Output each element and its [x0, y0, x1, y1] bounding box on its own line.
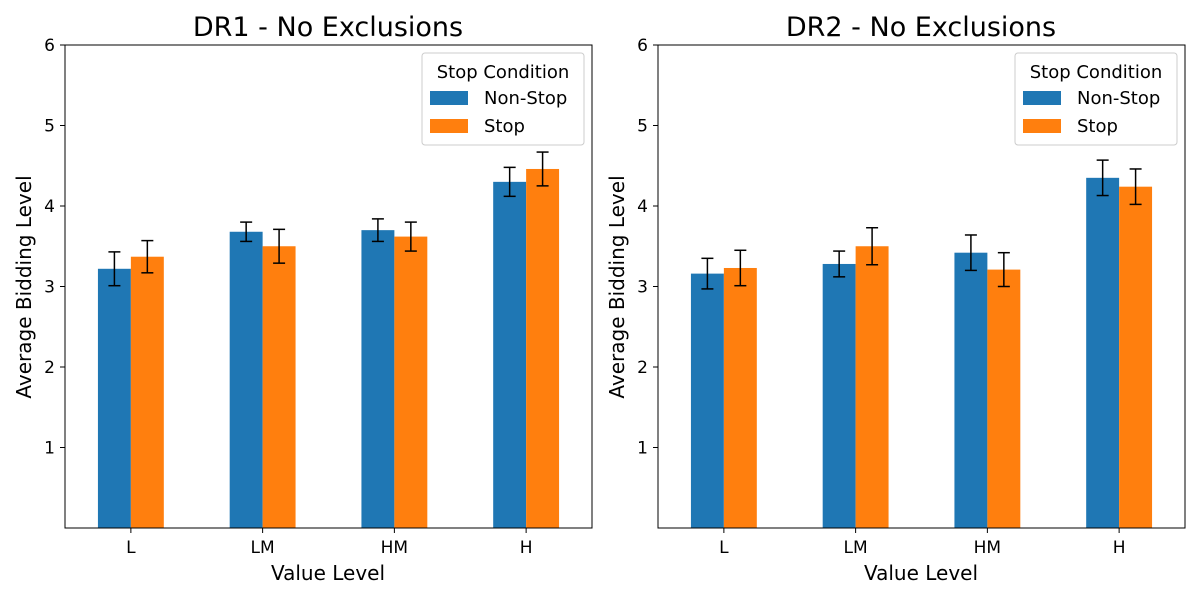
- x-axis-label: Value Level: [271, 561, 385, 585]
- y-tick-label: 1: [44, 439, 55, 459]
- y-tick-label: 2: [44, 358, 55, 378]
- y-tick-label: 4: [44, 197, 55, 217]
- bar-non-stop-h: [1086, 177, 1120, 528]
- y-tick-label: 3: [44, 278, 55, 298]
- y-tick-label: 6: [44, 36, 55, 56]
- y-tick-label: 5: [637, 117, 648, 137]
- bar-non-stop-lm: [229, 231, 263, 528]
- x-tick-label: HM: [974, 538, 1001, 558]
- axes-frame: [657, 44, 1186, 529]
- y-tick-label: 4: [637, 197, 648, 217]
- x-axis-label: Value Level: [864, 561, 978, 585]
- x-tick-label: LM: [844, 538, 868, 558]
- legend-swatch-stop: [1023, 119, 1061, 133]
- x-tick-label: L: [719, 538, 729, 558]
- legend-swatch-non-stop: [1023, 91, 1061, 105]
- bar-stop-hm: [394, 236, 428, 528]
- chart-panel-dr1: DR1 - No Exclusions Value Level Average …: [12, 12, 593, 585]
- x-tick-label: H: [520, 538, 533, 558]
- bar-non-stop-hm: [361, 230, 395, 528]
- legend-entry-label: Stop: [484, 116, 525, 137]
- x-tick-label: HM: [381, 538, 408, 558]
- x-tick-label: H: [1113, 538, 1126, 558]
- bar-non-stop-l: [690, 273, 724, 528]
- legend-entry-label: Non-Stop: [1077, 88, 1160, 109]
- chart-title: DR2 - No Exclusions: [786, 12, 1056, 43]
- bar-non-stop-lm: [822, 263, 856, 528]
- bar-non-stop-hm: [954, 252, 988, 528]
- chart-panel-dr2: DR2 - No Exclusions Value Level Average …: [605, 12, 1186, 585]
- legend-swatch-stop: [430, 119, 468, 133]
- x-tick-label: L: [126, 538, 136, 558]
- legend-entry-label: Non-Stop: [484, 88, 567, 109]
- bar-stop-l: [723, 267, 757, 528]
- bar-non-stop-l: [97, 268, 131, 528]
- chart-title: DR1 - No Exclusions: [193, 12, 463, 43]
- bar-stop-h: [526, 168, 560, 528]
- bar-stop-h: [1119, 186, 1153, 528]
- y-tick-label: 6: [637, 36, 648, 56]
- legend-title: Stop Condition: [437, 62, 570, 83]
- legend-entry-label: Stop: [1077, 116, 1118, 137]
- bar-stop-l: [130, 256, 164, 528]
- bar-stop-lm: [262, 246, 296, 528]
- y-tick-label: 3: [637, 278, 648, 298]
- bar-non-stop-h: [493, 181, 527, 528]
- legend-title: Stop Condition: [1030, 62, 1163, 83]
- bar-stop-lm: [855, 246, 889, 528]
- y-axis-label: Average Bidding Level: [12, 175, 36, 398]
- plot-area: L LM HM H 1 2 3 4 5 6 Stop Condition Non-Stop Stop: [637, 36, 1186, 558]
- bar-stop-hm: [987, 269, 1021, 528]
- y-axis-label: Average Bidding Level: [605, 175, 629, 398]
- y-tick-label: 1: [637, 439, 648, 459]
- legend: Stop Condition Non-Stop Stop: [1014, 52, 1178, 146]
- x-tick-label: LM: [251, 538, 275, 558]
- legend-swatch-non-stop: [430, 91, 468, 105]
- y-tick-label: 2: [637, 358, 648, 378]
- axes-frame: [64, 44, 593, 529]
- plot-area: L LM HM H 1 2 3 4 5 6 Stop Condition Non-Stop Stop: [44, 36, 593, 558]
- legend: Stop Condition Non-Stop Stop: [421, 52, 585, 146]
- y-tick-label: 5: [44, 117, 55, 137]
